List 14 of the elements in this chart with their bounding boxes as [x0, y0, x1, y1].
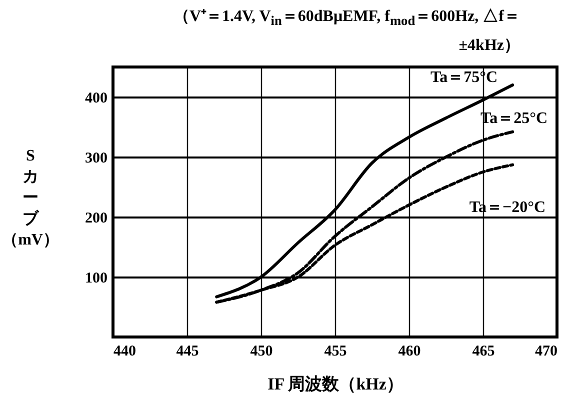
y-tick-label: 200 [85, 210, 108, 226]
x-tick-label: 450 [250, 344, 273, 360]
y-tick-label: 300 [85, 150, 108, 166]
chart-title: （V⁺＝1.4V, V$_{in}$＝60dBμEMF, f$_{mod}$＝600Hz, △f＝±4kHz） [172, 7, 520, 56]
x-tick-label: 470 [535, 344, 558, 360]
y-tick-label: 400 [85, 90, 108, 106]
y-tick-label: 100 [85, 270, 108, 286]
x-tick-label: 465 [472, 344, 495, 360]
x-tick-label: 460 [398, 344, 421, 360]
x-tick-label: 440 [114, 344, 136, 360]
y-axis-title: Sカーブ（mV） [2, 148, 59, 248]
x-tick-label: 455 [324, 344, 347, 360]
x-axis-title: IF 周波数（kHz） [268, 374, 404, 394]
x-tick-label: 445 [176, 344, 199, 360]
